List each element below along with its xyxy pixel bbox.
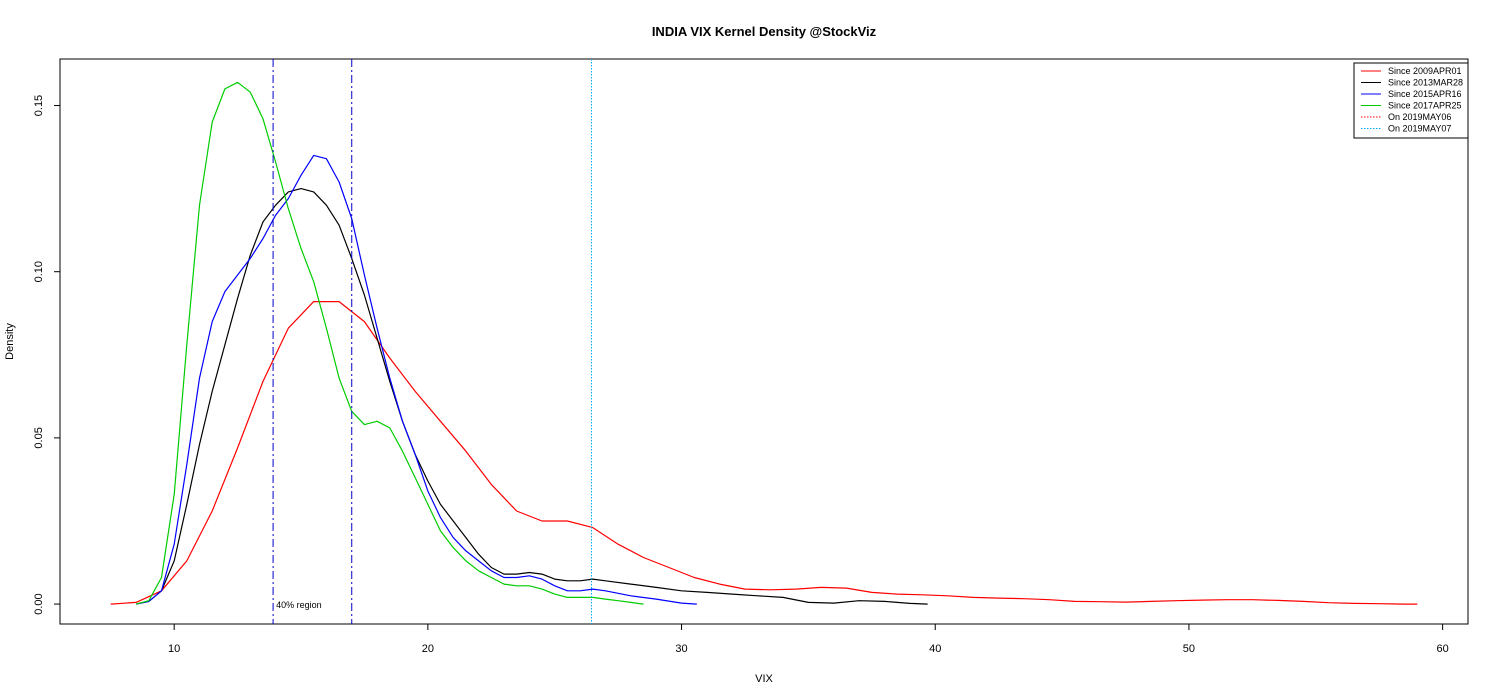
y-tick-label: 0.00	[33, 593, 45, 614]
series-layer	[110, 81, 1418, 605]
chart-title: INDIA VIX Kernel Density @StockViz	[652, 24, 877, 39]
annotation-label: 40% region	[276, 600, 322, 610]
reference-lines	[272, 59, 592, 624]
y-axis-label: Density	[4, 323, 16, 360]
series-line-2	[135, 188, 928, 605]
series-line-1	[110, 301, 1418, 605]
y-tick-label: 0.15	[33, 95, 45, 116]
series-line-4	[135, 81, 644, 605]
plot-frame	[59, 58, 1469, 625]
x-tick-label: 20	[422, 643, 434, 655]
annotations: 40% region	[276, 600, 322, 610]
legend-label: On 2019MAY06	[1388, 112, 1451, 122]
x-tick-label: 30	[675, 643, 687, 655]
x-tick-label: 10	[168, 643, 180, 655]
legend-label: Since 2013MAR28	[1388, 78, 1463, 88]
legend-label: Since 2015APR16	[1388, 89, 1462, 99]
x-axis: 10 20 30 40 50 60	[168, 623, 1449, 655]
legend-label: Since 2009APR01	[1388, 66, 1462, 76]
legend-label: On 2019MAY07	[1388, 124, 1451, 134]
legend-label: Since 2017APR25	[1388, 101, 1462, 111]
series-line-3	[135, 154, 697, 605]
y-axis: 0.00 0.05 0.10 0.15	[33, 95, 60, 615]
y-tick-label: 0.10	[33, 261, 45, 282]
legend-box	[1353, 62, 1469, 139]
x-tick-label: 50	[1183, 643, 1195, 655]
y-tick-label: 0.05	[33, 427, 45, 448]
x-axis-label: VIX	[755, 673, 773, 685]
x-tick-label: 60	[1437, 643, 1449, 655]
x-tick-label: 40	[929, 643, 941, 655]
